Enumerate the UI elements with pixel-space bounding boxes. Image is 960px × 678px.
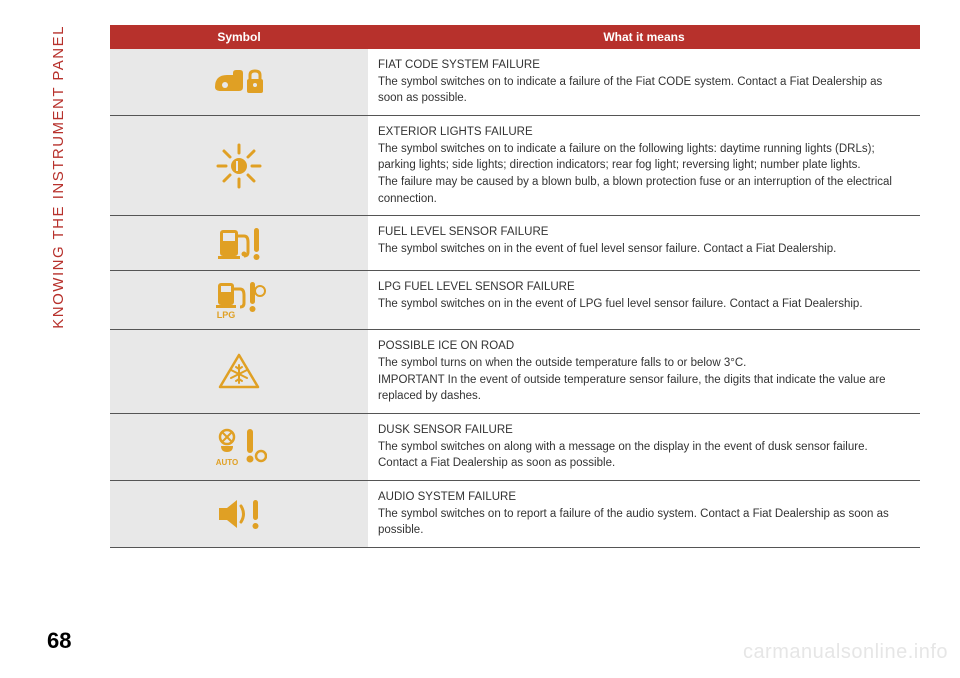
row-body: The symbol switches on to indicate a fai… <box>378 143 892 205</box>
meaning-cell: DUSK SENSOR FAILURE The symbol switches … <box>368 414 920 480</box>
exterior-lights-icon <box>214 141 264 191</box>
page-number: 68 <box>47 628 71 654</box>
symbol-cell <box>110 481 368 547</box>
meaning-cell: POSSIBLE ICE ON ROAD The symbol turns on… <box>368 330 920 413</box>
symbol-cell: AUTO <box>110 414 368 480</box>
row-body: The symbol switches on along with a mess… <box>378 441 868 470</box>
dusk-sensor-icon: AUTO <box>211 426 267 468</box>
symbol-cell <box>110 116 368 215</box>
table-row: FUEL LEVEL SENSOR FAILURE The symbol swi… <box>110 216 920 271</box>
side-chapter-label: KNOWING THE INSTRUMENT PANEL <box>48 25 68 445</box>
symbol-cell <box>110 330 368 413</box>
meaning-cell: LPG FUEL LEVEL SENSOR FAILURE The symbol… <box>368 271 920 329</box>
header-meaning: What it means <box>368 25 920 49</box>
ice-road-icon <box>216 351 262 393</box>
row-body: The symbol switches on in the event of f… <box>378 243 836 255</box>
header-symbol: Symbol <box>110 25 368 49</box>
meaning-cell: EXTERIOR LIGHTS FAILURE The symbol switc… <box>368 116 920 215</box>
symbol-cell <box>110 49 368 115</box>
svg-text:AUTO: AUTO <box>216 458 239 467</box>
svg-text:LPG: LPG <box>217 310 236 320</box>
row-title: FIAT CODE SYSTEM FAILURE <box>378 57 910 74</box>
table-row: EXTERIOR LIGHTS FAILURE The symbol switc… <box>110 116 920 216</box>
table-row: POSSIBLE ICE ON ROAD The symbol turns on… <box>110 330 920 414</box>
row-body: The symbol switches on in the event of L… <box>378 298 863 310</box>
row-title: EXTERIOR LIGHTS FAILURE <box>378 124 910 141</box>
row-title: FUEL LEVEL SENSOR FAILURE <box>378 224 910 241</box>
row-title: DUSK SENSOR FAILURE <box>378 422 910 439</box>
row-body: The symbol switches on to report a failu… <box>378 508 889 537</box>
meaning-cell: FIAT CODE SYSTEM FAILURE The symbol swit… <box>368 49 920 115</box>
symbol-cell: LPG <box>110 271 368 329</box>
fuel-sensor-icon <box>214 224 264 262</box>
lpg-sensor-icon: LPG <box>212 279 266 321</box>
table-row: AUDIO SYSTEM FAILURE The symbol switches… <box>110 481 920 548</box>
table-header: Symbol What it means <box>110 25 920 49</box>
row-title: POSSIBLE ICE ON ROAD <box>378 338 910 355</box>
row-body: The symbol switches on to indicate a fai… <box>378 76 882 105</box>
meaning-cell: FUEL LEVEL SENSOR FAILURE The symbol swi… <box>368 216 920 270</box>
table-row: AUTO DUSK SENSOR FAILURE The symbol swit… <box>110 414 920 481</box>
audio-failure-icon <box>215 496 263 532</box>
side-chapter-text: KNOWING THE INSTRUMENT PANEL <box>50 25 67 329</box>
row-title: LPG FUEL LEVEL SENSOR FAILURE <box>378 279 910 296</box>
watermark: carmanualsonline.info <box>743 641 948 664</box>
code-system-icon <box>211 65 267 99</box>
row-title: AUDIO SYSTEM FAILURE <box>378 489 910 506</box>
warning-symbols-table: Symbol What it means FIA <box>110 25 920 548</box>
meaning-cell: AUDIO SYSTEM FAILURE The symbol switches… <box>368 481 920 547</box>
table-row: FIAT CODE SYSTEM FAILURE The symbol swit… <box>110 49 920 116</box>
row-body: The symbol turns on when the outside tem… <box>378 357 886 402</box>
symbol-cell <box>110 216 368 270</box>
table-row: LPG LPG FUEL LEVEL SENSOR FAILURE The sy… <box>110 271 920 330</box>
